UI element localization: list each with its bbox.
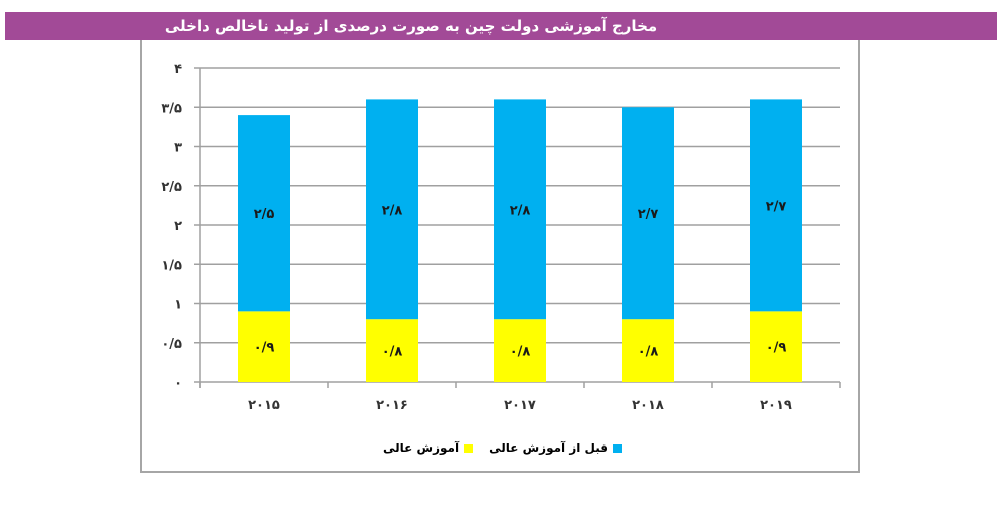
bar-segment-tertiary (494, 319, 546, 382)
bar-segment-pre-tertiary (622, 107, 674, 320)
y-tick-label: ۴ (174, 62, 182, 77)
legend-swatch-tertiary (464, 443, 474, 453)
chart-legend: قبل از آموزش عالی آموزش عالی (0, 438, 1005, 458)
bar-segment-pre-tertiary (238, 115, 290, 312)
data-label: ۲/۷ (638, 207, 659, 222)
chart-title: مخارج آموزشی دولت چین به صورت درصدی از ت… (164, 17, 658, 35)
data-label: ۲/۸ (382, 203, 403, 218)
y-tick-label: ۲/۵ (161, 180, 182, 195)
bar-segment-tertiary (750, 311, 802, 382)
y-tick-label: ۱/۵ (161, 258, 182, 273)
legend-item-pre-tertiary: قبل از آموزش عالی (489, 441, 622, 455)
bar-segment-pre-tertiary (366, 99, 418, 320)
data-label: ۰/۸ (510, 345, 531, 360)
legend-item-tertiary: آموزش عالی (383, 441, 474, 455)
bar-segment-tertiary (366, 319, 418, 382)
bar-segment-tertiary (238, 311, 290, 382)
chart-frame (140, 40, 860, 473)
bar-segment-pre-tertiary (494, 99, 546, 320)
y-tick-label: ۳/۵ (161, 101, 182, 116)
legend-swatch-pre-tertiary (612, 443, 622, 453)
data-label: ۰/۸ (638, 345, 659, 360)
data-label: ۲/۸ (510, 203, 531, 218)
data-label: ۰/۹ (254, 341, 275, 356)
y-tick-label: ۲ (174, 219, 182, 234)
data-label: ۲/۵ (254, 207, 275, 222)
x-tick-label: ۲۰۱۵ (248, 398, 280, 413)
bar-segment-tertiary (622, 319, 674, 382)
y-tick-label: ۰ (174, 376, 182, 391)
data-label: ۲/۷ (766, 199, 787, 214)
x-tick-label: ۲۰۱۶ (376, 398, 408, 413)
data-label: ۰/۹ (766, 341, 787, 356)
x-tick-label: ۲۰۱۷ (504, 398, 536, 413)
y-tick-label: ۰/۵ (161, 337, 182, 352)
data-label: ۰/۸ (382, 345, 403, 360)
legend-label-tertiary: آموزش عالی (383, 441, 460, 455)
x-tick-label: ۲۰۱۸ (632, 398, 664, 413)
chart-title-bar: مخارج آموزشی دولت چین به صورت درصدی از ت… (5, 12, 997, 40)
legend-label-pre-tertiary: قبل از آموزش عالی (489, 441, 608, 455)
y-tick-label: ۳ (174, 141, 182, 156)
y-tick-label: ۱ (174, 298, 182, 313)
x-tick-label: ۲۰۱۹ (760, 398, 792, 413)
bar-segment-pre-tertiary (750, 99, 802, 312)
